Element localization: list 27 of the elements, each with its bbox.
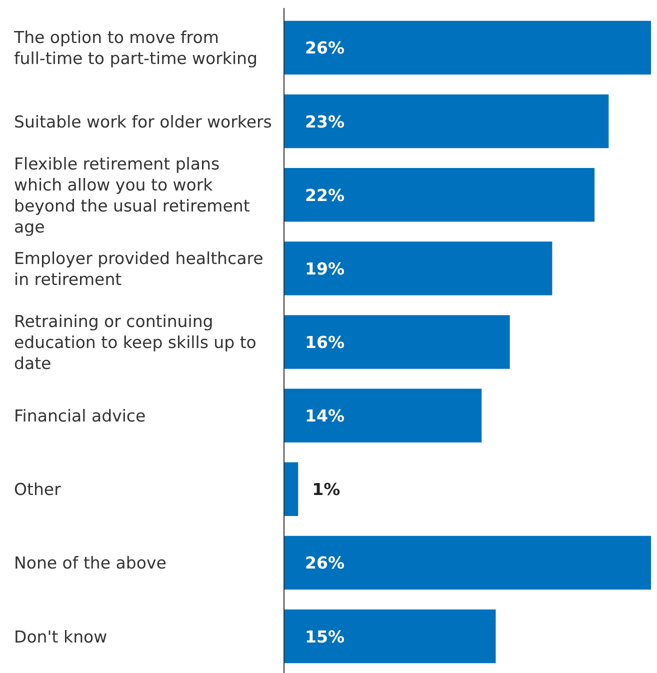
- bar: [284, 315, 510, 369]
- bar: [284, 536, 651, 590]
- data-label: 23%: [305, 112, 345, 132]
- data-label: 22%: [305, 186, 345, 205]
- data-label: 1%: [312, 480, 341, 500]
- data-label: 14%: [305, 406, 345, 426]
- data-label: 26%: [305, 38, 345, 58]
- bar: [284, 462, 298, 516]
- y-tick-label: Flexible retirement plans which allow you to work beyond the usual retirement age: [14, 154, 250, 236]
- y-tick-label: Other: [14, 480, 62, 500]
- data-label: 19%: [305, 259, 345, 278]
- y-tick-label: Financial advice: [14, 406, 146, 426]
- y-tick-label: Employer provided healthcare in retirement: [14, 248, 264, 289]
- y-tick-label: The option to move from full-time to part-time working: [13, 28, 258, 68]
- data-label: 16%: [305, 333, 345, 352]
- data-label: 26%: [305, 554, 345, 573]
- bar: [284, 242, 552, 296]
- y-tick-label: Retraining or continuing education to keep skills up to date: [14, 312, 256, 373]
- bar: [284, 609, 496, 664]
- y-tick-label: None of the above: [14, 554, 166, 573]
- bar: [284, 168, 595, 222]
- bar: [284, 20, 651, 75]
- data-label: 15%: [305, 627, 345, 646]
- bar: [284, 94, 609, 148]
- bar: [284, 388, 482, 442]
- y-tick-label: Suitable work for older workers: [14, 112, 272, 132]
- y-tick-label: Don't know: [14, 627, 108, 646]
